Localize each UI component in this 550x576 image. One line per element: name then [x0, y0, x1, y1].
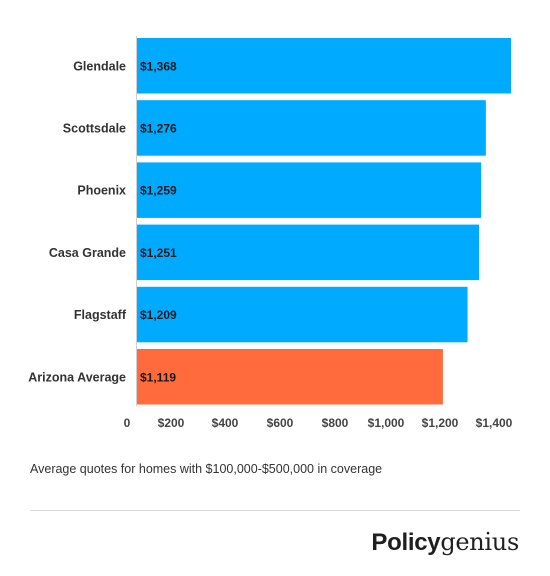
logo-light-text: genius [440, 528, 519, 556]
divider [30, 510, 520, 511]
value-labels: $1,368 $1,276 $1,259 $1,251 $1,209 $1,119 [140, 59, 177, 384]
bar-scottsdale [137, 100, 486, 156]
category-label: Casa Grande [49, 246, 126, 260]
value-label: $1,119 [140, 370, 176, 384]
value-label: $1,259 [140, 184, 177, 198]
category-label: Glendale [73, 59, 126, 73]
x-tick-label: $1,200 [422, 416, 459, 430]
bars-group [137, 38, 511, 405]
x-tick-label: $600 [267, 416, 294, 430]
bar-flagstaff [137, 286, 468, 343]
value-label: $1,209 [140, 308, 177, 322]
category-label: Flagstaff [74, 308, 127, 322]
logo-bold-text: Policy [371, 529, 441, 556]
x-tick-label: $400 [212, 416, 239, 430]
bar-glendale [137, 38, 511, 94]
bar-chart: Glendale Scottsdale Phoenix Casa Grande Flag… [28, 36, 513, 430]
value-label: $1,368 [140, 59, 177, 73]
category-labels: Glendale Scottsdale Phoenix Casa Grande Flag… [28, 59, 127, 384]
x-tick-label: $1,000 [368, 416, 405, 430]
category-label: Scottsdale [63, 121, 126, 135]
category-label: Arizona Average [28, 370, 126, 384]
value-label: $1,251 [140, 246, 177, 260]
policygenius-logo: Policygenius [371, 528, 519, 557]
bar-arizona-average [137, 349, 443, 405]
bar-casa-grande [137, 224, 480, 281]
bar-phoenix [137, 162, 482, 218]
value-label: $1,276 [140, 121, 177, 135]
x-axis-ticks: 0 $200 $400 $600 $800 $1,000 $1,200 $1,400 [124, 416, 513, 430]
chart-caption: Average quotes for homes with $100,000-$… [30, 462, 383, 476]
x-tick-label: $200 [158, 416, 185, 430]
x-tick-label: $800 [322, 416, 349, 430]
category-label: Phoenix [77, 184, 126, 198]
x-tick-label: 0 [124, 416, 131, 430]
x-tick-label: $1,400 [476, 416, 513, 430]
